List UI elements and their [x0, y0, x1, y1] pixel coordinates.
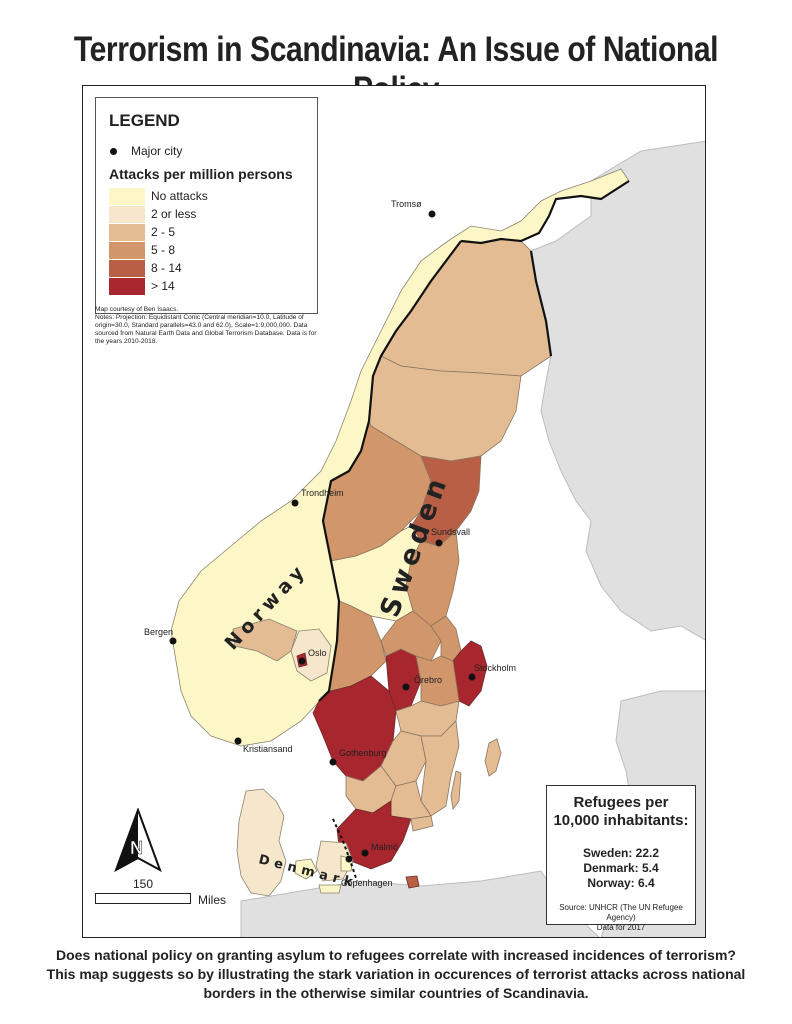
legend-swatch: [109, 187, 145, 205]
scale-bar: [95, 893, 191, 904]
refugee-stats-box: Refugees per 10,000 inhabitants: Sweden:…: [546, 785, 696, 932]
legend-item-over-14: > 14: [109, 277, 208, 295]
legend-item-8-14: 8 - 14: [109, 259, 208, 277]
svg-text:Trondheim: Trondheim: [301, 488, 344, 498]
svg-text:N: N: [130, 838, 143, 858]
north-arrow-icon: N: [114, 808, 162, 873]
legend-swatch: [109, 223, 145, 241]
legend-item-label: 2 - 5: [151, 225, 176, 239]
refugee-stats: Sweden: 22.2 Denmark: 5.4 Norway: 6.4: [547, 846, 695, 891]
svg-text:Stockholm: Stockholm: [474, 663, 516, 673]
refugee-source: Source: UNHCR (The UN Refugee Agency) Da…: [547, 903, 695, 933]
refugee-source-line2: Agency): [606, 913, 636, 922]
city-trondheim[interactable]: Trondheim: [291, 488, 344, 507]
refugee-title-line2: 10,000 inhabitants:: [553, 812, 689, 829]
oland-island: [450, 770, 462, 811]
notes-credit: Map courtesy of Ben Isaacs.: [95, 306, 179, 313]
legend-item-label: 8 - 14: [151, 261, 182, 275]
sweden-finland-border: [460, 180, 630, 357]
denmark-lolland-region[interactable]: [318, 884, 342, 894]
denmark-bornholm-region[interactable]: [405, 875, 420, 889]
svg-text:Oslo: Oslo: [308, 648, 327, 658]
city-malmo[interactable]: Malmö: [361, 842, 399, 857]
legend-items: No attacks 2 or less 2 - 5 5 - 8 8 - 14 …: [109, 187, 208, 295]
city-tromso[interactable]: Tromsø: [391, 199, 436, 218]
sweden-blekinge-region[interactable]: [410, 815, 434, 832]
legend-item-2-5: 2 - 5: [109, 223, 208, 241]
legend-item-label: 2 or less: [151, 207, 197, 221]
refugee-source-line3: Data for 2017: [596, 923, 646, 932]
svg-text:Kristiansand: Kristiansand: [243, 744, 293, 754]
oresund-strait-line: [332, 818, 358, 882]
city-dot-icon: [110, 148, 117, 156]
norway-buskerud-region[interactable]: [232, 618, 298, 662]
legend-swatch: [109, 277, 145, 295]
legend-swatch: [109, 241, 145, 259]
legend-item-2-or-less: 2 or less: [109, 205, 208, 223]
svg-text:Gothenburg: Gothenburg: [339, 748, 387, 758]
notes-projection: Notes: Projection: Equidistant Conic (Ce…: [95, 314, 317, 345]
svg-text:Sundsvall: Sundsvall: [431, 527, 470, 537]
denmark-funen-region[interactable]: [294, 858, 318, 880]
city-stockholm[interactable]: Stockholm: [468, 663, 517, 681]
finland-russia-land: [530, 140, 705, 641]
scale-unit: Miles: [198, 893, 227, 907]
legend-swatch: [109, 259, 145, 277]
legend-city-entry: Major city: [110, 144, 182, 158]
map-caption: Does national policy on granting asylum …: [46, 947, 746, 1001]
city-gothenburg[interactable]: Gothenburg: [329, 748, 387, 766]
legend-city-label: Major city: [131, 144, 183, 158]
city-kristiansand[interactable]: Kristiansand: [234, 737, 293, 755]
city-copenhagen[interactable]: Copenhagen: [341, 855, 393, 889]
svg-text:Copenhagen: Copenhagen: [341, 878, 393, 888]
svg-text:Örebro: Örebro: [414, 675, 442, 685]
legend-heading: Attacks per million persons: [109, 166, 293, 182]
city-oslo[interactable]: Oslo: [298, 648, 327, 665]
gotland-island: [484, 738, 502, 777]
refugee-stat-denmark: Denmark: 5.4: [583, 861, 659, 875]
refugee-stat-norway: Norway: 6.4: [587, 876, 655, 890]
denmark-jutland-region[interactable]: [236, 788, 287, 897]
norway-oslo-region[interactable]: [290, 628, 332, 682]
svg-text:Tromsø: Tromsø: [391, 199, 422, 209]
refugee-source-line1: Source: UNHCR (The UN Refugee: [559, 903, 683, 912]
map-notes: Map courtesy of Ben Isaacs. Notes: Proje…: [95, 306, 320, 346]
legend-item-no-attacks: No attacks: [109, 187, 208, 205]
scale-value: 150: [133, 877, 154, 891]
refugee-title-line1: Refugees per: [573, 794, 669, 811]
city-bergen[interactable]: Bergen: [144, 627, 177, 645]
city-sundsvall[interactable]: Sundsvall: [431, 527, 470, 547]
legend-item-label: No attacks: [151, 189, 208, 203]
legend-item-5-8: 5 - 8: [109, 241, 208, 259]
city-orebro[interactable]: Örebro: [402, 675, 443, 691]
legend-item-label: 5 - 8: [151, 243, 176, 257]
legend-title: LEGEND: [109, 111, 180, 130]
sweden-kalmar-region[interactable]: [420, 720, 460, 817]
legend-box: LEGEND Major city Attacks per million pe…: [95, 97, 318, 314]
refugee-title: Refugees per 10,000 inhabitants:: [547, 794, 695, 830]
legend-item-label: > 14: [151, 279, 175, 293]
legend-swatch: [109, 205, 145, 223]
norway-sweden-border: [318, 240, 462, 702]
svg-text:Bergen: Bergen: [144, 627, 173, 637]
refugee-stat-sweden: Sweden: 22.2: [582, 846, 660, 860]
sweden-sodermanland-region[interactable]: [415, 655, 460, 707]
svg-text:Malmö: Malmö: [371, 842, 398, 852]
